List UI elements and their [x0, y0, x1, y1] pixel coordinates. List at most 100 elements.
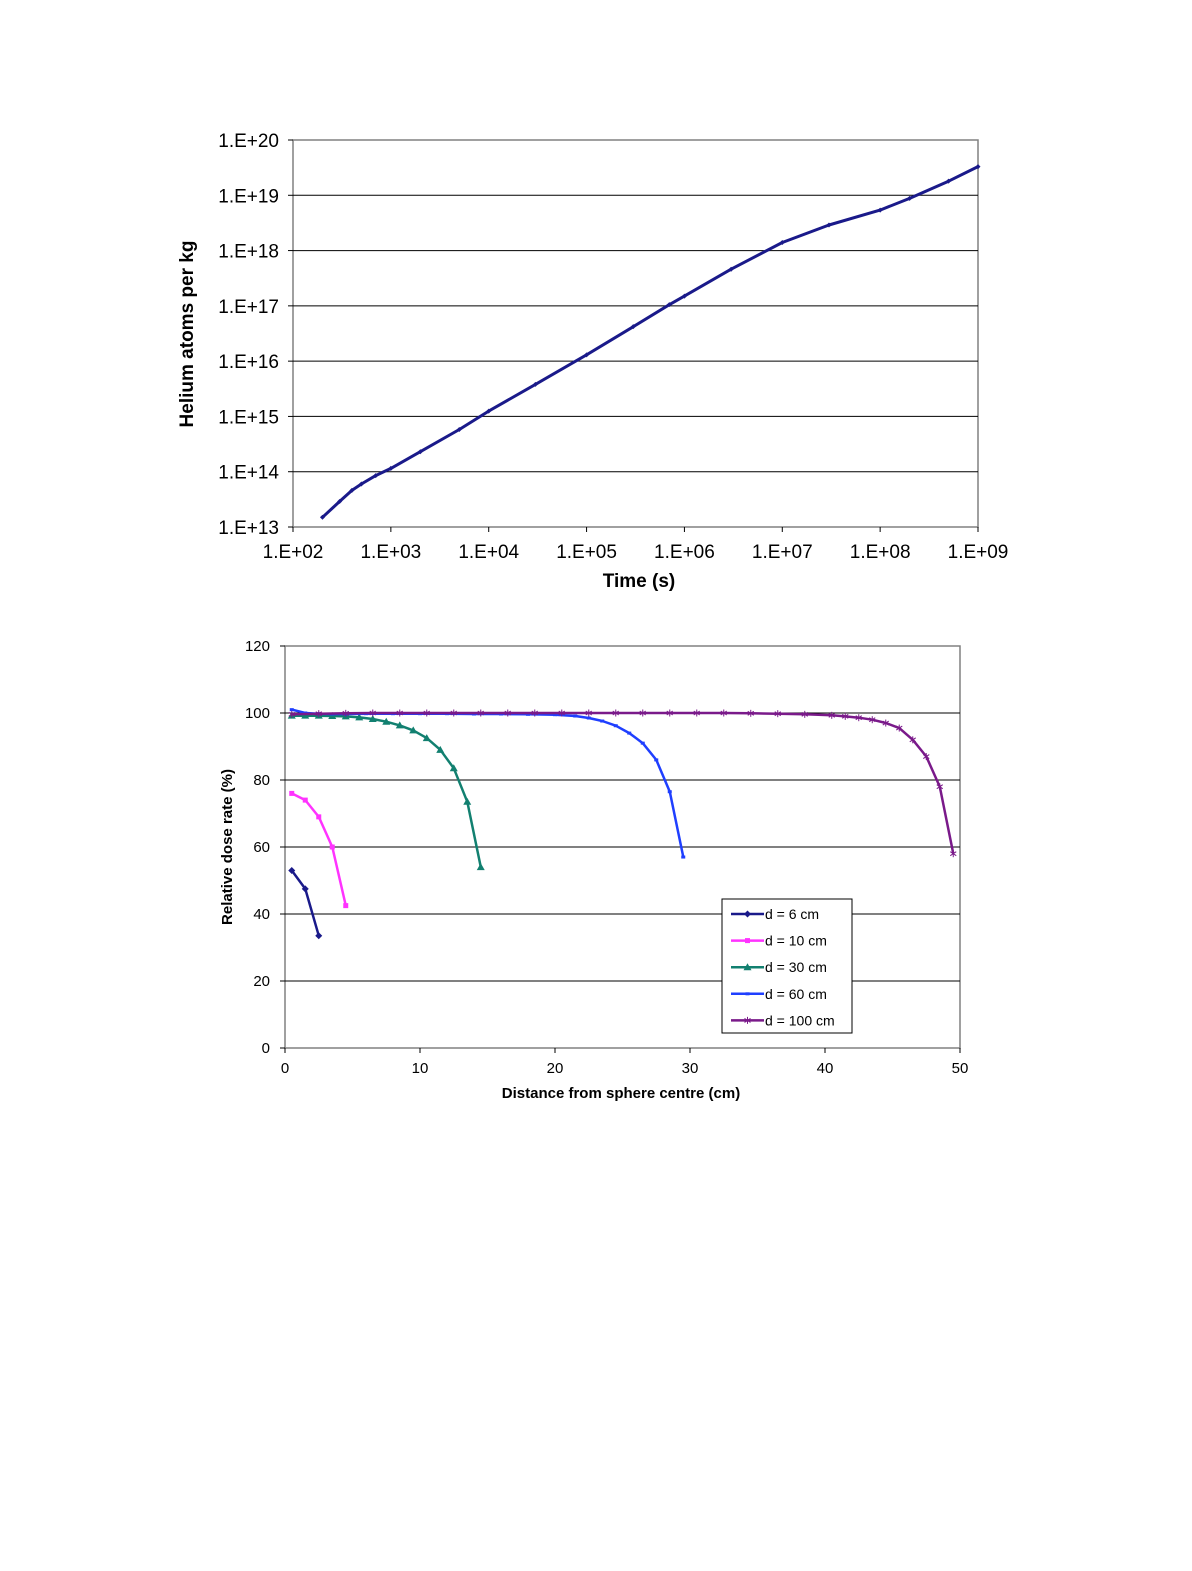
x-tick-label: 1.E+08 — [850, 542, 911, 563]
data-point — [316, 814, 322, 820]
series-line — [291, 711, 955, 854]
data-point — [396, 709, 404, 717]
legend-entry: d = 10 cm — [731, 933, 827, 949]
data-point — [409, 726, 418, 734]
data-point — [612, 709, 620, 717]
data-point — [450, 709, 458, 717]
legend-swatch-marker — [744, 1016, 751, 1024]
data-point — [841, 712, 849, 720]
helium-data-point — [532, 381, 538, 387]
helium-data-point — [728, 266, 734, 272]
helium-data-point — [349, 487, 355, 493]
legend-swatch-marker — [743, 963, 752, 971]
data-point — [828, 711, 836, 719]
helium-data-point — [486, 408, 492, 414]
legend-entry: d = 30 cm — [731, 959, 827, 975]
y-tick-label: 20 — [253, 973, 270, 990]
series-line — [290, 869, 321, 937]
data-point — [329, 844, 335, 850]
data-point — [627, 731, 632, 735]
helium-data-point — [388, 465, 394, 471]
data-point — [882, 719, 890, 727]
helium-data-point — [456, 427, 462, 433]
legend-entry: d = 100 cm — [731, 1012, 835, 1028]
x-tick-label: 30 — [682, 1060, 699, 1077]
data-point — [289, 708, 294, 712]
helium-data-point — [358, 481, 364, 487]
y-tick-label: 1.E+17 — [218, 297, 279, 318]
y-tick-label: 1.E+16 — [218, 352, 279, 373]
data-point — [288, 866, 296, 874]
data-point — [666, 709, 674, 717]
y-tick-label: 1.E+20 — [218, 131, 279, 152]
dose-x-axis-title: Distance from sphere centre (cm) — [502, 1085, 740, 1102]
y-tick-label: 0 — [262, 1040, 270, 1057]
helium-plot-area — [292, 139, 979, 528]
data-point — [936, 783, 944, 791]
data-point — [315, 710, 323, 718]
x-tick-label: 10 — [412, 1060, 429, 1077]
x-tick-label: 1.E+06 — [654, 542, 715, 563]
dose-series — [287, 708, 957, 940]
data-point — [302, 797, 308, 803]
data-point — [895, 724, 903, 732]
legend-swatch-marker — [745, 992, 750, 996]
data-point — [667, 790, 672, 794]
data-point — [801, 710, 809, 718]
data-point — [585, 709, 593, 717]
y-tick-label: 1.E+18 — [218, 242, 279, 263]
helium-data-point — [681, 293, 687, 299]
helium-gridlines — [288, 139, 979, 532]
dose-legend: d = 6 cm d = 10 cm d = 30 cm d = 60 cm d = 1… — [721, 898, 853, 1034]
data-point — [922, 753, 930, 761]
helium-data-point — [666, 302, 672, 308]
helium-y-tick-labels: 1.E+13 1.E+14 1.E+15 1.E+16 1.E+17 1.E+18 1.E+… — [218, 131, 279, 539]
data-point — [553, 713, 557, 717]
legend-label: d = 60 cm — [765, 986, 827, 1002]
legend-box — [721, 898, 853, 1034]
helium-chart: 1.E+13 1.E+14 1.E+15 1.E+16 1.E+17 1.E+18 1.E+… — [177, 131, 1008, 592]
data-point — [949, 850, 957, 858]
data-point — [774, 710, 782, 718]
data-point — [315, 932, 323, 940]
dose-y-tick-labels: 0 20 40 60 80 100 120 — [245, 638, 270, 1057]
helium-series — [319, 164, 981, 520]
data-point — [328, 712, 337, 720]
legend-swatch-marker — [744, 910, 751, 918]
data-point — [436, 745, 445, 753]
data-point — [720, 709, 728, 717]
helium-data-point — [877, 207, 883, 213]
data-point — [369, 709, 377, 717]
legend-swatch-marker — [745, 938, 750, 944]
helium-series-line — [321, 165, 979, 519]
legend-entry: d = 6 cm — [731, 906, 819, 922]
legend-label: d = 6 cm — [765, 906, 819, 922]
y-tick-label: 1.E+19 — [218, 186, 279, 207]
x-tick-label: 20 — [547, 1060, 564, 1077]
helium-data-point — [417, 449, 423, 455]
data-point — [613, 724, 618, 728]
data-point — [558, 709, 566, 717]
data-point — [526, 712, 530, 716]
data-point — [301, 885, 309, 893]
series-d30 — [287, 711, 485, 871]
data-point — [395, 721, 404, 729]
series-line — [291, 708, 685, 858]
helium-x-tick-labels: 1.E+02 1.E+03 1.E+04 1.E+05 1.E+06 1.E+07 1.E+… — [263, 542, 1009, 563]
helium-data-point — [373, 473, 379, 479]
y-tick-label: 80 — [253, 772, 270, 789]
dose-y-axis-title: Relative dose rate (%) — [219, 769, 236, 925]
series-line — [291, 714, 483, 868]
data-point — [422, 734, 431, 742]
data-point — [342, 709, 350, 717]
data-point — [531, 709, 539, 717]
helium-data-point — [946, 178, 952, 184]
data-point — [368, 715, 377, 723]
helium-data-point — [975, 164, 981, 170]
data-point — [600, 719, 605, 723]
y-tick-label: 1.E+14 — [218, 463, 279, 484]
x-tick-label: 1.E+07 — [752, 542, 813, 563]
data-point — [855, 714, 863, 722]
x-tick-label: 40 — [817, 1060, 834, 1077]
